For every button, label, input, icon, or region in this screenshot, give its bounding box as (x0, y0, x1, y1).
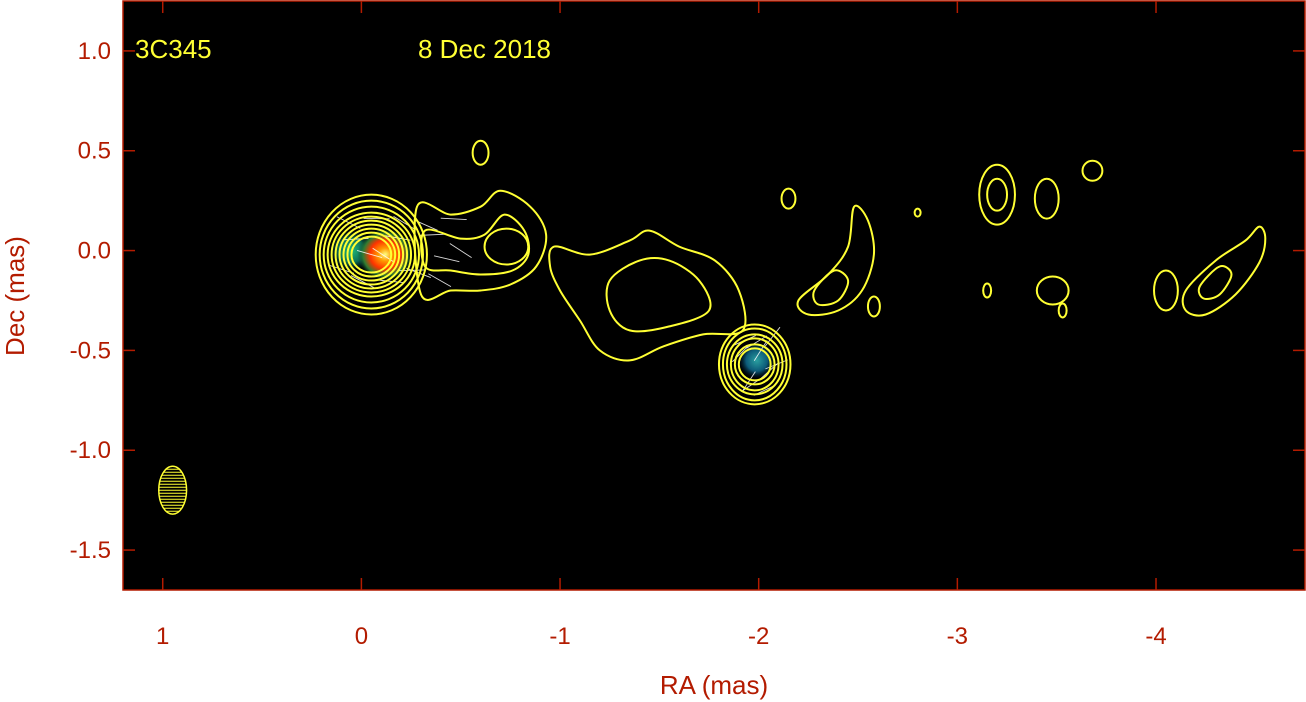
contour-mid-inner (605, 257, 712, 333)
contour-blob-i (1057, 302, 1068, 319)
contour-mid-outer (548, 229, 747, 362)
contour-core (334, 219, 409, 290)
date-label: 8 Dec 2018 (418, 34, 551, 64)
y-tick-labels: 1.0 0.5 0.0 -0.5 -1.0 -1.5 (70, 38, 111, 564)
contour-jet-inner (420, 213, 531, 276)
contour-knot-C2 (729, 337, 780, 392)
contour-blob-e (1033, 177, 1060, 220)
contour-core (350, 235, 393, 274)
beam-ellipse (158, 465, 188, 515)
contour-core (346, 231, 397, 278)
polarization-vector (428, 273, 452, 287)
polarization-vector (406, 267, 431, 279)
contour-arc-right-inner (812, 269, 850, 307)
contour-blob-g (982, 282, 993, 299)
contour-arc-right (796, 204, 876, 317)
polarization-vector (449, 243, 472, 259)
x-tick-label: 0 (355, 623, 368, 650)
contour-knot-C2 (717, 323, 792, 406)
x-tick-label: -1 (549, 623, 570, 650)
x-tick-label: -3 (947, 623, 968, 650)
contour-blob-j (866, 295, 881, 318)
contour-knot-C2 (737, 347, 772, 382)
contour-knot-C2 (725, 333, 784, 396)
contour-blob-b (780, 187, 797, 210)
contour-blob-a (471, 139, 490, 166)
contour-core (314, 193, 428, 316)
contour-tail-inner (1197, 265, 1233, 300)
c2-peak-emission (738, 342, 775, 379)
polarization-vector (433, 255, 460, 263)
contour-core (330, 215, 413, 294)
y-axis-title: Dec (mas) (0, 236, 30, 356)
contour-blob-k (1153, 269, 1179, 312)
contour-knot-C2 (721, 327, 788, 402)
contour-jet-outer (413, 189, 548, 301)
plot-frame (122, 0, 1306, 591)
contour-knot-C2 (733, 343, 776, 386)
polarization-vector (746, 335, 768, 349)
polarization-vector (350, 275, 375, 289)
y-tick-label: 0.5 (78, 138, 111, 165)
beam-outline (158, 465, 188, 515)
x-tick-label: -2 (748, 623, 769, 650)
axis-ticks (123, 1, 1305, 590)
polarization-vector (356, 250, 383, 259)
x-tick-labels: 1 0 -1 -2 -3 -4 (156, 623, 1167, 650)
contour-blob-d (978, 163, 1016, 226)
contour-blob-h (1035, 275, 1070, 306)
x-tick-label: -4 (1145, 623, 1166, 650)
y-tick-label: 0.0 (78, 238, 111, 265)
x-tick-label: 1 (156, 623, 169, 650)
plot-area (158, 139, 1267, 515)
y-tick-label: -1.5 (70, 537, 111, 564)
y-tick-label: 1.0 (78, 38, 111, 65)
polarization-vector (440, 217, 467, 221)
contour-core (318, 199, 424, 310)
contour-core (342, 227, 401, 282)
contour-blob-d (986, 177, 1009, 212)
contour-tail-outer (1181, 225, 1267, 317)
contour-blob-f (1081, 159, 1104, 182)
x-axis-title: RA (mas) (660, 670, 768, 700)
contour-blob-c (913, 207, 922, 218)
source-label: 3C345 (135, 34, 212, 64)
y-tick-label: -1.0 (70, 437, 111, 464)
y-tick-label: -0.5 (70, 337, 111, 364)
contour-core (338, 223, 405, 286)
contour-layer (314, 139, 1267, 406)
contour-core (322, 205, 420, 304)
plot-background (123, 1, 1305, 590)
